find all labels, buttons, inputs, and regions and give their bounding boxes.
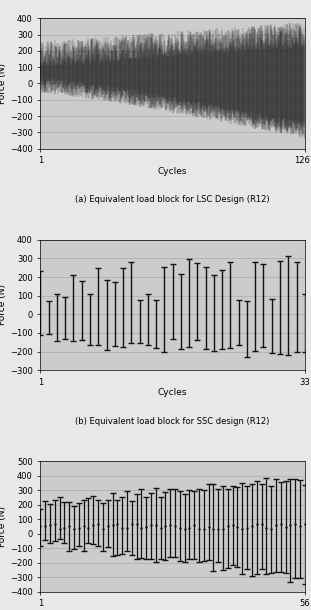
Y-axis label: Force (N): Force (N) <box>0 506 7 547</box>
Y-axis label: Force (N): Force (N) <box>0 284 7 326</box>
Title: (a) Equivalent load block for LSC Design (R12): (a) Equivalent load block for LSC Design… <box>75 195 270 204</box>
Title: (b) Equivalent load block for SSC design (R12): (b) Equivalent load block for SSC design… <box>75 417 270 426</box>
X-axis label: Cycles: Cycles <box>158 388 187 397</box>
Y-axis label: Force (N): Force (N) <box>0 63 7 104</box>
X-axis label: Cycles: Cycles <box>158 167 187 176</box>
